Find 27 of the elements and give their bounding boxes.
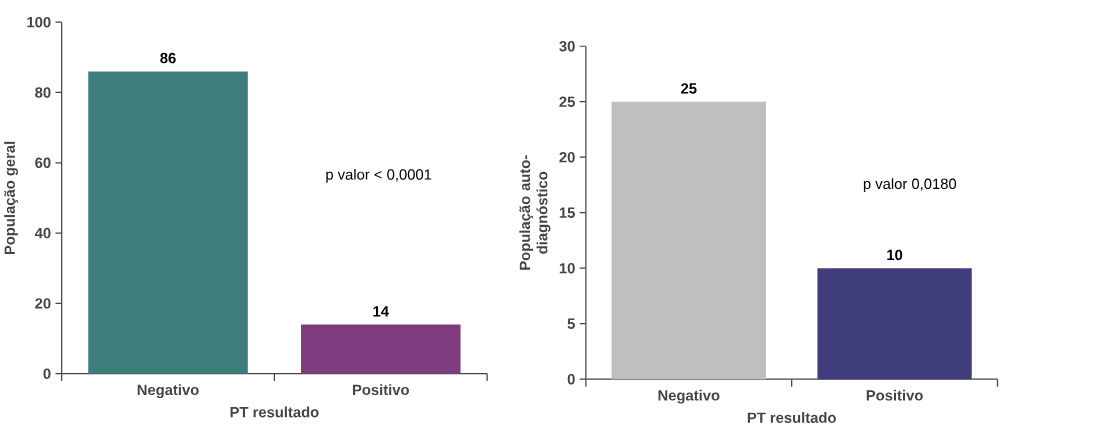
y-tick-label: 40 xyxy=(34,227,51,239)
y-tick-label: 60 xyxy=(35,157,51,168)
y-axis-title: População auto-diagnóstico xyxy=(519,155,551,270)
y-tick-label: 0 xyxy=(567,373,575,385)
y-tick-label: 5 xyxy=(567,318,575,329)
y-tick-label: 20 xyxy=(559,151,575,163)
x-tick-label: Negativo xyxy=(658,389,720,404)
x-tick-label: Negativo xyxy=(137,384,199,398)
annotation: p valor 0,0180 xyxy=(863,178,957,192)
x-axis-title: PT resultado xyxy=(747,412,836,423)
x-tick-label: Positivo xyxy=(352,384,409,395)
y-tick-label: 30 xyxy=(559,40,575,52)
y-tick-label: 80 xyxy=(35,87,51,98)
data-label: 86 xyxy=(160,52,176,64)
y-axis-title: População geral xyxy=(4,141,18,255)
x-tick-label: Positivo xyxy=(866,389,923,401)
y-tick-label: 15 xyxy=(559,207,575,218)
annotation: p valor < 0,0001 xyxy=(326,168,432,183)
y-tick-label: 10 xyxy=(559,262,575,274)
y-tick-label: 100 xyxy=(27,16,51,28)
data-label: 25 xyxy=(681,83,697,94)
x-axis-title: PT resultado xyxy=(230,406,319,418)
data-label: 10 xyxy=(887,249,903,261)
data-label: 14 xyxy=(373,306,389,317)
y-tick-label: 25 xyxy=(559,96,575,107)
y-tick-label: 20 xyxy=(35,298,51,309)
y-tick-label: 0 xyxy=(43,368,51,379)
